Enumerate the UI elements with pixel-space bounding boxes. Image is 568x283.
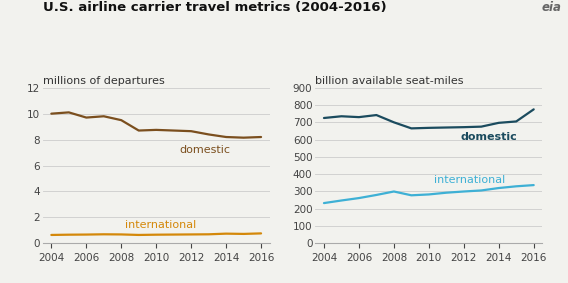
Text: domestic: domestic xyxy=(460,132,517,142)
Text: international: international xyxy=(434,175,506,185)
Text: domestic: domestic xyxy=(179,145,230,155)
Text: international: international xyxy=(125,220,196,230)
Text: millions of departures: millions of departures xyxy=(43,76,164,86)
Text: eia: eia xyxy=(541,1,561,14)
Text: billion available seat-miles: billion available seat-miles xyxy=(315,76,463,86)
Text: U.S. airline carrier travel metrics (2004-2016): U.S. airline carrier travel metrics (200… xyxy=(43,1,386,14)
